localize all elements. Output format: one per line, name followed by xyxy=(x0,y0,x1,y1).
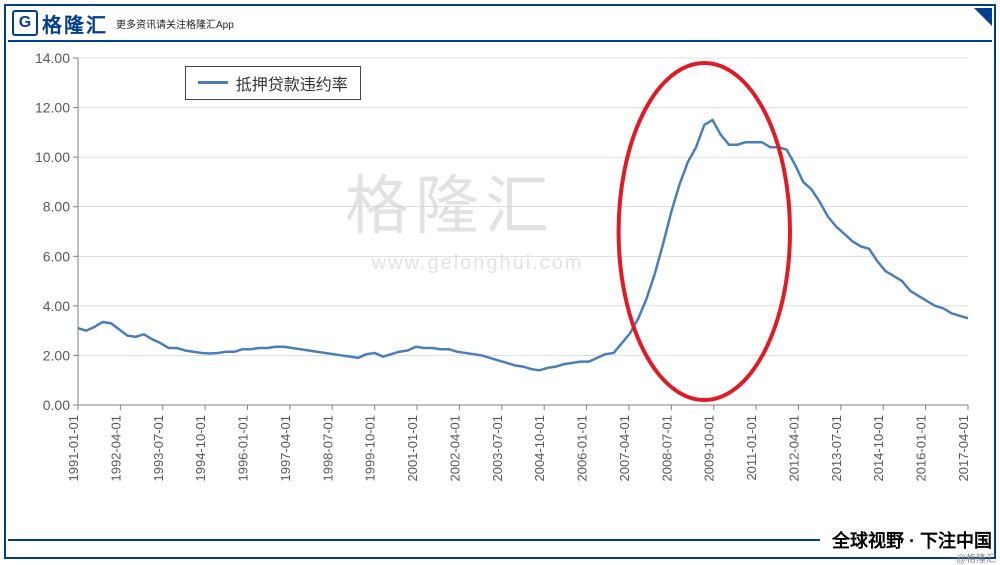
svg-text:2008-07-01: 2008-07-01 xyxy=(659,415,674,482)
svg-text:1991-01-01: 1991-01-01 xyxy=(66,415,81,482)
svg-text:2004-10-01: 2004-10-01 xyxy=(532,415,547,482)
svg-text:12.00: 12.00 xyxy=(35,100,70,116)
logo-text: 格隆汇 xyxy=(42,9,108,38)
svg-text:4.00: 4.00 xyxy=(43,298,70,314)
svg-text:1996-01-01: 1996-01-01 xyxy=(236,415,251,482)
svg-text:2.00: 2.00 xyxy=(43,347,70,363)
svg-text:2017-04-01: 2017-04-01 xyxy=(956,415,971,482)
svg-text:1997-04-01: 1997-04-01 xyxy=(278,415,293,482)
svg-text:2003-07-01: 2003-07-01 xyxy=(490,415,505,482)
svg-text:2011-01-01: 2011-01-01 xyxy=(744,415,759,481)
legend-swatch-icon xyxy=(198,81,228,84)
legend-label: 抵押贷款违约率 xyxy=(236,71,348,95)
svg-text:2012-04-01: 2012-04-01 xyxy=(786,415,801,482)
footer: 全球视野 · 下注中国 xyxy=(8,527,992,553)
footer-divider xyxy=(8,539,820,541)
line-chart: 0.00 2.00 4.00 6.00 8.00 10.00 12.00 14.00 1991-… xyxy=(18,48,982,515)
svg-text:2009-10-01: 2009-10-01 xyxy=(702,415,717,482)
svg-text:6.00: 6.00 xyxy=(43,248,70,264)
svg-text:8.00: 8.00 xyxy=(43,199,70,215)
svg-text:0.00: 0.00 xyxy=(43,397,70,413)
svg-text:2014-10-01: 2014-10-01 xyxy=(871,415,886,482)
svg-text:2016-01-01: 2016-01-01 xyxy=(914,415,929,482)
svg-text:2013-07-01: 2013-07-01 xyxy=(829,415,844,482)
svg-text:2001-01-01: 2001-01-01 xyxy=(405,415,420,482)
svg-text:1993-07-01: 1993-07-01 xyxy=(151,415,166,482)
chart-container: 0.00 2.00 4.00 6.00 8.00 10.00 12.00 14.00 1991-… xyxy=(18,48,982,515)
svg-text:1999-10-01: 1999-10-01 xyxy=(363,415,378,482)
chart-legend: 抵押贷款违约率 xyxy=(185,66,361,100)
brand-logo: G 格隆汇 xyxy=(12,9,108,38)
brand-tagline: 更多资讯请关注格隆汇App xyxy=(116,16,234,31)
svg-text:1998-07-01: 1998-07-01 xyxy=(320,415,335,482)
svg-text:14.00: 14.00 xyxy=(35,50,70,66)
header: G 格隆汇 更多资讯请关注格隆汇App xyxy=(12,8,992,38)
logo-mark-icon: G xyxy=(12,10,38,36)
svg-text:2007-04-01: 2007-04-01 xyxy=(617,415,632,482)
svg-text:1992-04-01: 1992-04-01 xyxy=(108,415,123,482)
svg-text:2006-01-01: 2006-01-01 xyxy=(575,415,590,482)
svg-text:1994-10-01: 1994-10-01 xyxy=(193,415,208,482)
svg-text:10.00: 10.00 xyxy=(35,149,70,165)
header-divider xyxy=(8,40,992,42)
svg-text:2002-04-01: 2002-04-01 xyxy=(447,415,462,482)
